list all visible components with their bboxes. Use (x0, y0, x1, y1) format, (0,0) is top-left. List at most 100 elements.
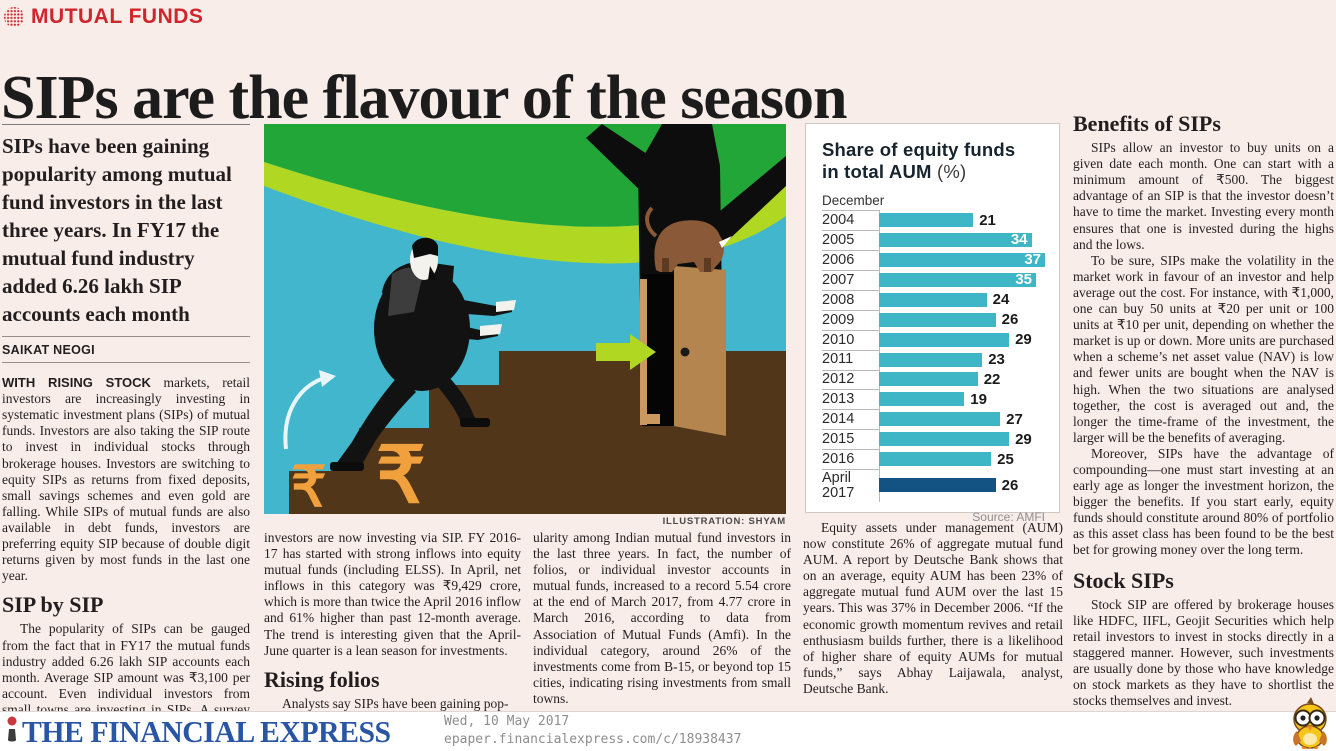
chart-bar (879, 372, 978, 387)
body-paragraph: WITH RISING STOCK markets, retail invest… (2, 375, 250, 584)
section-label: MUTUAL FUNDS (31, 5, 204, 28)
chart-year-label: 2012 (822, 369, 879, 390)
fe-colophon-icon (7, 716, 17, 742)
chart-value-label: 22 (983, 370, 1001, 388)
paragraph-text: markets, retail investors are increasing… (2, 375, 250, 584)
chart-bar-area: 25 (879, 449, 1045, 469)
body-paragraph: To be sure, SIPs make the volatility in … (1073, 252, 1334, 445)
bull (645, 206, 732, 272)
chart-title-line1: Share of equity funds (822, 139, 1016, 160)
chart-bar-area: 29 (879, 330, 1045, 350)
footer-bar (0, 711, 1336, 751)
standfirst: SIPs have been gaining popularity among … (2, 134, 232, 326)
chart-bar-area: 24 (879, 290, 1045, 310)
section-heading-sip-by-sip: SIP by SIP (2, 592, 104, 618)
chart-value-label: 35 (1015, 271, 1033, 289)
door-sill (640, 414, 660, 424)
chart-row: 2007 35 (822, 270, 1045, 290)
tree-branch-left (586, 124, 662, 196)
chart-source: Source: AMFI (972, 509, 1045, 524)
chart-year-label: 2007 (822, 270, 879, 290)
tree-branch-right (714, 156, 786, 246)
column-5: Benefits of SIPs SIPs allow an investor … (1073, 112, 1334, 712)
body-paragraph: The popularity of SIPs can be gauged fro… (2, 621, 250, 712)
body-paragraph: ularity among Indian mutual fund investo… (533, 530, 791, 706)
chart-bar (879, 432, 1010, 447)
chart-bar-area: 35 (879, 270, 1045, 290)
chart-bar-area: 27 (879, 409, 1045, 429)
chart-year-label: 2010 (822, 329, 879, 350)
chart-bar (879, 312, 996, 327)
section-heading-rising-folios: Rising folios (264, 666, 380, 692)
chart-value-label: 34 (1010, 231, 1028, 249)
body-paragraph: investors are now investing via SIP. FY … (264, 530, 521, 658)
section-heading-stock-sips: Stock SIPs (1073, 567, 1174, 593)
chart-row: 2011 23 (822, 349, 1045, 370)
body-paragraph: Stock SIP are offered by brokerage house… (1073, 596, 1334, 709)
chart-year-label: 2013 (822, 389, 879, 409)
illustration-credit: ILLUSTRATION: SHYAM (662, 516, 786, 527)
epaper-url[interactable]: epaper.financialexpress.com/c/18938437 (444, 732, 742, 747)
chart-bar-area: 29 (879, 429, 1045, 449)
chart-bar (879, 478, 996, 493)
chart-value-label: 37 (1024, 251, 1041, 269)
open-door-panel (674, 266, 726, 436)
chart-axis-label: December (822, 193, 885, 209)
chart-bar (879, 213, 974, 228)
chart-bar (879, 292, 987, 307)
chart-row: 2005 34 (822, 230, 1045, 250)
chart-bar-area: 37 (879, 250, 1045, 270)
chart-row: 2014 27 (822, 409, 1045, 429)
chart-row: 2008 24 (822, 289, 1045, 310)
body-paragraph: Moreover, SIPs have the advantage of com… (1073, 445, 1334, 558)
chart-value-label: 27 (1006, 410, 1023, 428)
edition-stamp: Wed, 10 May 2017 epaper.financialexpress… (444, 713, 741, 749)
chart-year-label: 2008 (822, 289, 879, 310)
chart-year-label: 2004 (822, 210, 879, 230)
divider (2, 336, 250, 337)
chart-value-label: 26 (1001, 476, 1019, 494)
divider (2, 124, 250, 125)
man-figure (330, 237, 516, 471)
chart-bar-area: 22 (879, 370, 1045, 390)
body-paragraph: Analysts say SIPs have been gaining pop- (282, 695, 509, 711)
curved-arrow (283, 376, 325, 450)
chart-value-label: 29 (1015, 430, 1032, 448)
chart-bar (879, 412, 1001, 427)
chart-row: 2016 25 (822, 449, 1045, 469)
byline: SAIKAT NEOGI (2, 343, 95, 357)
chart-bar-area: 23 (879, 350, 1045, 370)
section-heading-benefits: Benefits of SIPs (1073, 112, 1221, 136)
chart-value-label: 21 (979, 211, 996, 229)
chart-bar (879, 332, 1010, 347)
chart-title: Share of equity funds in total AUM (%) (822, 139, 1045, 183)
chart-value-label: 29 (1015, 331, 1032, 349)
body-paragraph: Equity assets under management (AUM) now… (803, 520, 1063, 696)
equity-aum-chart: Share of equity funds in total AUM (%) D… (805, 123, 1060, 524)
body-paragraph: SIPs allow an investor to buy units on a… (1073, 140, 1334, 252)
owl-mascot-icon[interactable] (1287, 697, 1333, 749)
curved-arrow-head (319, 370, 336, 387)
chart-year-label: 2014 (822, 409, 879, 429)
chart-row: 2004 21 (822, 210, 1045, 230)
illustration-man-climbing-stairs: ₹ ₹ (264, 124, 786, 514)
chart-year-label: 2006 (822, 250, 879, 270)
chart-value-label: 24 (992, 291, 1010, 309)
section-kicker: MUTUAL FUNDS (3, 5, 203, 29)
chart-bar-area: 34 (879, 230, 1045, 250)
chart-year-label: 2005 (822, 230, 879, 250)
chart-year-label: 2011 (822, 349, 879, 370)
column-2: investors are now investing via SIP. FY … (264, 530, 521, 712)
chart-title-line2: in total AUM (%) (822, 161, 967, 183)
edition-date: Wed, 10 May 2017 (444, 714, 570, 729)
column-3: ularity among Indian mutual fund investo… (533, 530, 791, 712)
lead-in: WITH RISING STOCK (2, 375, 151, 391)
chart-bar: 34 (879, 231, 1032, 249)
chart-row: 2015 29 (822, 429, 1045, 449)
chart-value-label: 26 (1001, 311, 1019, 329)
chart-row: 2013 19 (822, 389, 1045, 409)
chart-row: April 2017 26 (822, 468, 1045, 502)
chart-value-label: 23 (988, 351, 1005, 369)
chart-bar (879, 392, 965, 407)
